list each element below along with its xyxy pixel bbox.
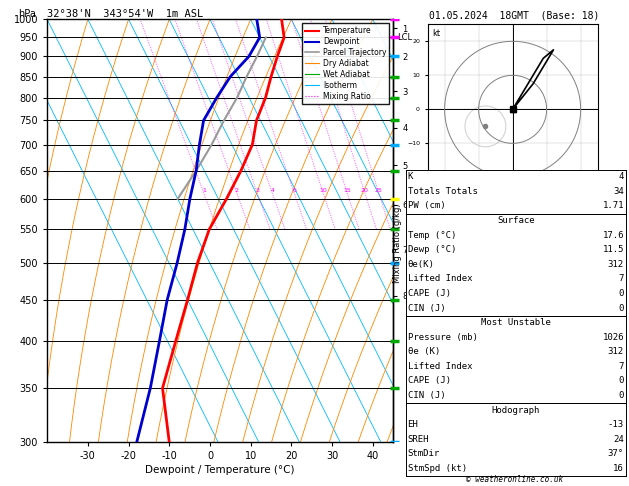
Text: Surface: Surface: [497, 216, 535, 225]
Text: Temp (°C): Temp (°C): [408, 231, 456, 240]
Y-axis label: km
ASL: km ASL: [410, 223, 430, 239]
Text: Lifted Index: Lifted Index: [408, 275, 472, 283]
Text: CAPE (J): CAPE (J): [408, 289, 450, 298]
Text: Pressure (mb): Pressure (mb): [408, 332, 477, 342]
Text: hPa: hPa: [18, 9, 36, 18]
Text: 32°38'N  343°54'W  1m ASL: 32°38'N 343°54'W 1m ASL: [47, 9, 203, 18]
Text: θe (K): θe (K): [408, 347, 440, 356]
Text: StmDir: StmDir: [408, 449, 440, 458]
Text: 25: 25: [375, 188, 383, 193]
Text: K: K: [408, 173, 413, 181]
Text: 0: 0: [618, 289, 624, 298]
Text: 312: 312: [608, 260, 624, 269]
Text: CIN (J): CIN (J): [408, 391, 445, 400]
Text: CAPE (J): CAPE (J): [408, 377, 450, 385]
Text: 0: 0: [618, 391, 624, 400]
Text: 1: 1: [202, 188, 206, 193]
Text: 10: 10: [320, 188, 327, 193]
Text: 37°: 37°: [608, 449, 624, 458]
Text: 4: 4: [270, 188, 274, 193]
Text: © weatheronline.co.uk: © weatheronline.co.uk: [465, 474, 563, 484]
Text: 16: 16: [613, 464, 624, 473]
Text: kt: kt: [433, 29, 441, 38]
Text: 6: 6: [292, 188, 296, 193]
Text: LCL: LCL: [398, 33, 413, 42]
Text: Lifted Index: Lifted Index: [408, 362, 472, 371]
Text: 1.71: 1.71: [603, 202, 624, 210]
Text: 20: 20: [361, 188, 369, 193]
Text: SREH: SREH: [408, 435, 429, 444]
Text: 0: 0: [618, 304, 624, 312]
Text: CIN (J): CIN (J): [408, 304, 445, 312]
Text: Totals Totals: Totals Totals: [408, 187, 477, 196]
Text: θe(K): θe(K): [408, 260, 435, 269]
Text: 17.6: 17.6: [603, 231, 624, 240]
Text: -13: -13: [608, 420, 624, 429]
Text: StmSpd (kt): StmSpd (kt): [408, 464, 467, 473]
Text: 24: 24: [613, 435, 624, 444]
Text: 7: 7: [618, 275, 624, 283]
Text: Hodograph: Hodograph: [492, 405, 540, 415]
Text: 11.5: 11.5: [603, 245, 624, 254]
Text: 15: 15: [343, 188, 351, 193]
Text: 3: 3: [255, 188, 259, 193]
Text: 2: 2: [235, 188, 239, 193]
Text: PW (cm): PW (cm): [408, 202, 445, 210]
Text: 312: 312: [608, 347, 624, 356]
Text: 0: 0: [618, 377, 624, 385]
Text: 7: 7: [618, 362, 624, 371]
Text: 01.05.2024  18GMT  (Base: 18): 01.05.2024 18GMT (Base: 18): [429, 11, 599, 21]
Text: Most Unstable: Most Unstable: [481, 318, 551, 327]
Text: Mixing Ratio (g/kg): Mixing Ratio (g/kg): [393, 203, 402, 283]
Text: Dewp (°C): Dewp (°C): [408, 245, 456, 254]
Legend: Temperature, Dewpoint, Parcel Trajectory, Dry Adiabat, Wet Adiabat, Isotherm, Mi: Temperature, Dewpoint, Parcel Trajectory…: [302, 23, 389, 104]
Text: 4: 4: [618, 173, 624, 181]
Text: 1026: 1026: [603, 332, 624, 342]
X-axis label: Dewpoint / Temperature (°C): Dewpoint / Temperature (°C): [145, 466, 295, 475]
Text: EH: EH: [408, 420, 418, 429]
Text: 34: 34: [613, 187, 624, 196]
